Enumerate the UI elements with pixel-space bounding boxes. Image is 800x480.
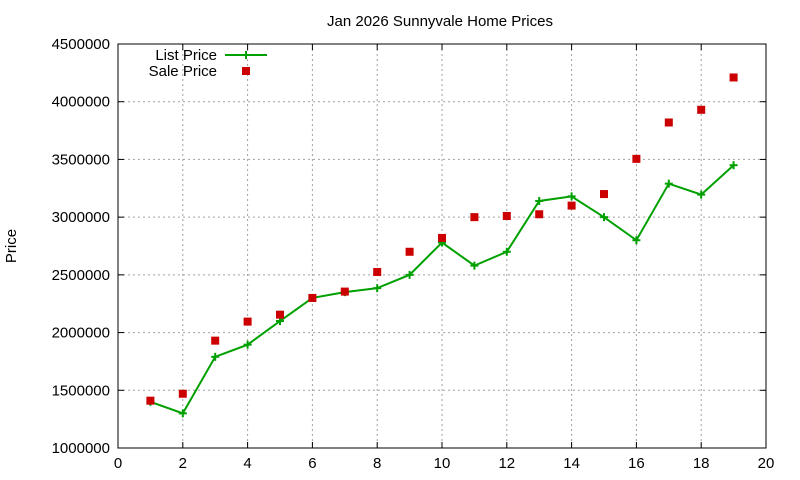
y-tick-label: 3000000 <box>52 209 110 226</box>
list-price-point <box>632 236 641 245</box>
y-tick-label: 4500000 <box>52 36 110 53</box>
legend-square-marker <box>242 67 250 75</box>
sale-price-point <box>340 287 349 296</box>
sale-price-point <box>438 233 446 242</box>
sale-price-point <box>729 73 738 82</box>
x-tick-label: 2 <box>179 455 187 472</box>
list-price-point <box>405 270 414 279</box>
sale-price-point <box>632 154 641 163</box>
list-price-point <box>567 192 576 201</box>
sale-price-point <box>308 293 317 302</box>
x-tick-label: 0 <box>114 455 122 472</box>
y-tick-label: 3500000 <box>52 151 110 168</box>
list-price-point <box>664 179 673 188</box>
list-price-point <box>211 352 220 361</box>
y-tick-label: 1500000 <box>52 382 110 399</box>
y-axis-label: Price <box>3 229 20 263</box>
sale-price-point <box>146 396 155 405</box>
y-tick-label: 2000000 <box>52 325 110 342</box>
y-tick-label: 2500000 <box>52 267 110 284</box>
sale-price-point <box>600 190 608 199</box>
y-tick-label: 1000000 <box>52 440 110 457</box>
sale-price-point <box>470 213 479 222</box>
sale-price-point <box>405 247 414 256</box>
x-tick-label: 20 <box>758 455 775 472</box>
series-layer <box>146 73 738 418</box>
sale-price-point <box>178 389 187 398</box>
sale-price-point <box>243 317 252 326</box>
chart-title: Jan 2026 Sunnyvale Home Prices <box>327 13 553 30</box>
legend-label: List Price <box>155 47 217 64</box>
x-tick-label: 4 <box>243 455 251 472</box>
sale-price-point <box>276 310 284 319</box>
x-tick-label: 16 <box>628 455 645 472</box>
sale-price-point <box>697 105 706 114</box>
list-price-point <box>697 190 706 199</box>
legend-label: Sale Price <box>149 63 217 80</box>
list-price-point <box>535 196 544 205</box>
list-price-point <box>373 284 382 293</box>
sale-price-point <box>211 336 220 345</box>
list-price-point <box>178 409 187 418</box>
sale-price-point <box>502 211 511 220</box>
y-tick-label: 4000000 <box>52 94 110 111</box>
x-tick-label: 14 <box>563 455 580 472</box>
list-price-point <box>600 213 608 222</box>
x-tick-label: 10 <box>434 455 451 472</box>
x-tick-label: 18 <box>693 455 710 472</box>
list-price-point <box>502 247 511 256</box>
sale-price-point <box>567 201 576 210</box>
sale-price-point <box>373 267 382 276</box>
axis-ticks: 0 2 4 6 8 10 12 14 16 18 20 1000000 1500000 2000000 25… <box>52 36 775 472</box>
sale-price-point <box>535 210 544 219</box>
x-tick-label: 6 <box>308 455 316 472</box>
sale-price-point <box>664 118 673 127</box>
legend-plus-marker <box>242 51 250 59</box>
list-price-point <box>729 161 738 170</box>
list-price-point <box>243 340 252 349</box>
x-tick-label: 8 <box>373 455 381 472</box>
grid-lines <box>118 44 766 448</box>
x-tick-label: 12 <box>498 455 515 472</box>
list-price-point <box>470 261 479 270</box>
